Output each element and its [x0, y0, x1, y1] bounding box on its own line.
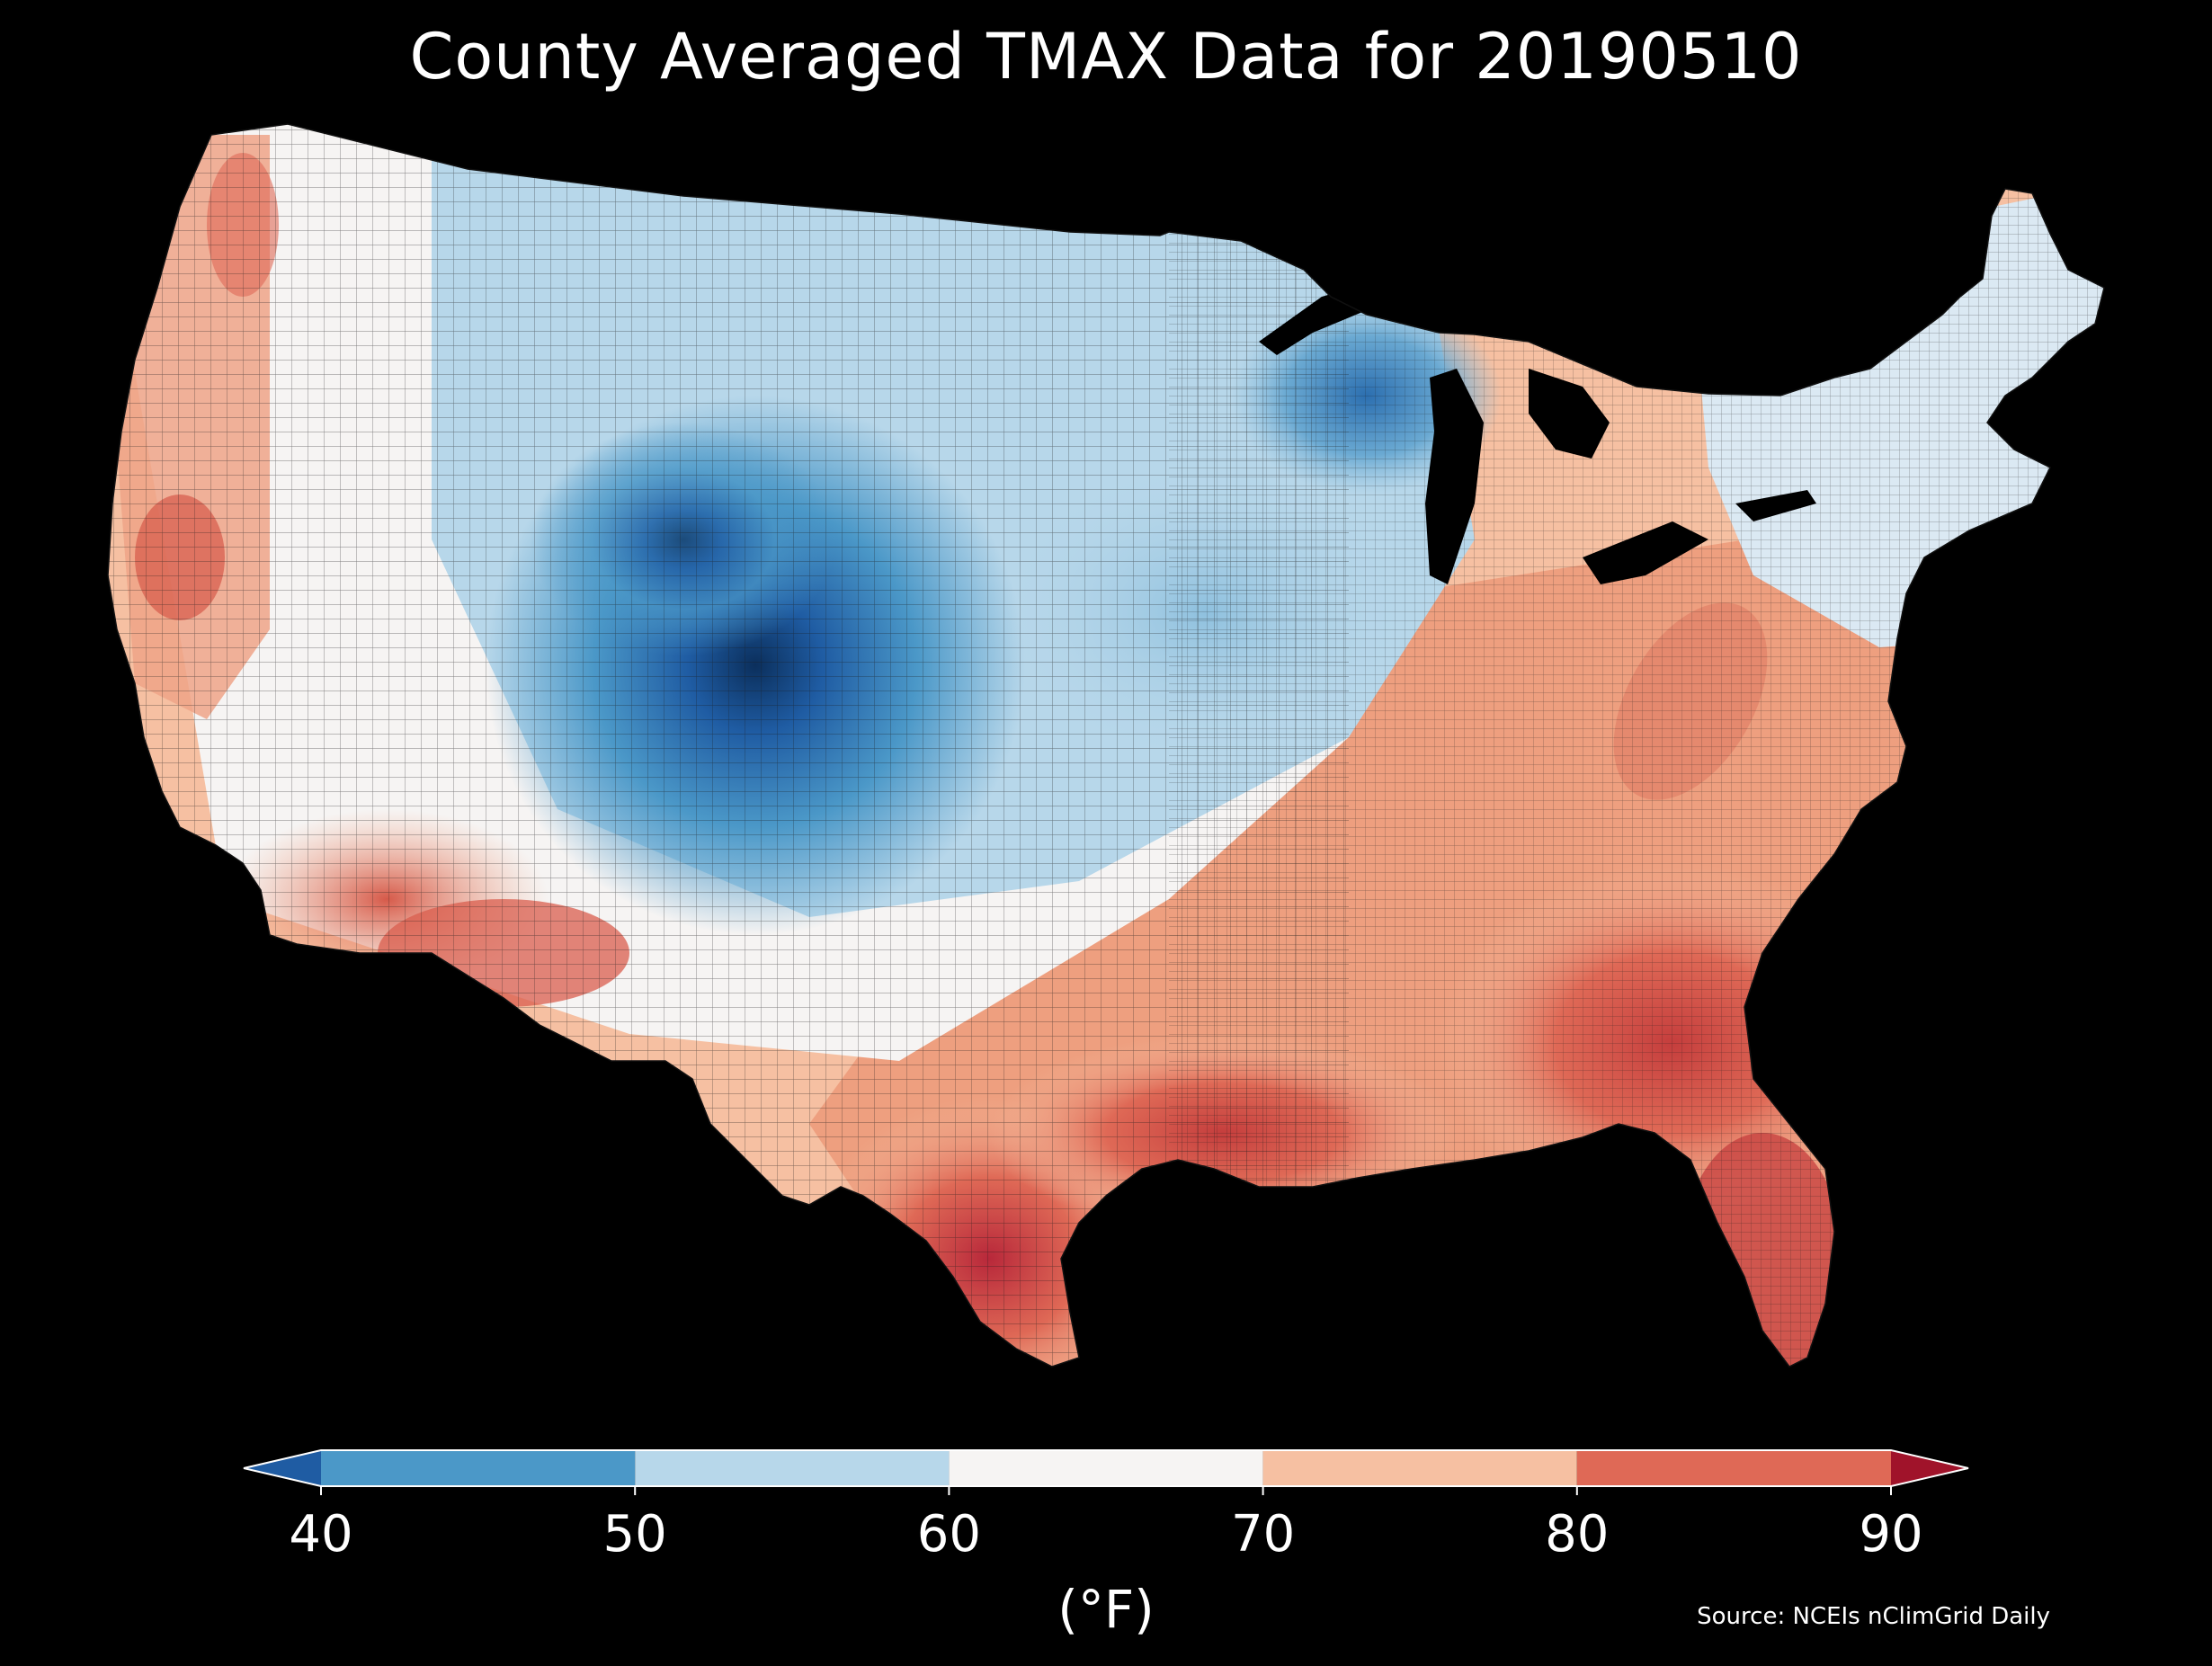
colorbar-bin [635, 1450, 950, 1486]
colorbar-unit-label: (°F) [1057, 1579, 1155, 1640]
map-area [107, 123, 2105, 1368]
colorbar-tick-label: 80 [1545, 1505, 1610, 1564]
colorbar-tick-label: 70 [1230, 1505, 1296, 1564]
us-outline [107, 123, 2105, 1368]
colorbar-tick-label: 60 [916, 1505, 982, 1564]
colorbar [243, 1449, 1969, 1495]
us-county-map [107, 123, 2105, 1368]
colorbar-bin [321, 1450, 636, 1486]
colorbar-bin [949, 1450, 1263, 1486]
map-title: County Averaged TMAX Data for 20190510 [409, 20, 1803, 94]
colorbar-bin [1262, 1450, 1577, 1486]
colorbar-tick-label: 50 [602, 1505, 667, 1564]
source-note: Source: NCEIs nClimGrid Daily [1697, 1603, 2050, 1630]
colorbar-tick-label: 40 [289, 1505, 353, 1564]
colorbar-tick-label: 90 [1859, 1505, 1923, 1564]
colorbar-extend-high [1891, 1450, 1968, 1486]
county-fill-layer [108, 124, 2104, 1367]
colorbar-extend-low [244, 1450, 321, 1486]
great-lakes [1259, 279, 1816, 584]
colorbar-bin [1576, 1450, 1891, 1486]
